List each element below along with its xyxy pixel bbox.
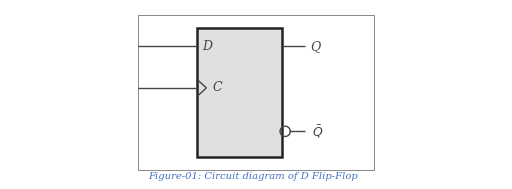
Text: D: D — [202, 40, 212, 53]
Bar — [197, 28, 282, 157]
Text: Q: Q — [310, 40, 320, 53]
Text: $\bar{Q}$: $\bar{Q}$ — [312, 123, 324, 140]
Text: C: C — [212, 81, 222, 94]
Bar — [138, 15, 374, 170]
Text: Figure-01: Circuit diagram of D Flip-Flop: Figure-01: Circuit diagram of D Flip-Flo… — [148, 172, 358, 181]
